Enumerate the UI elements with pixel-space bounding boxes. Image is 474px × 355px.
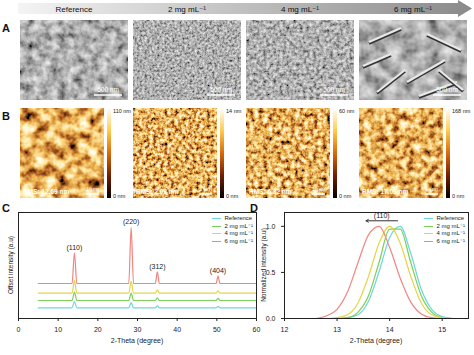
svg-text:(110): (110) xyxy=(374,212,390,220)
html-text:2 mg mL⁻¹: 2 mg mL⁻¹ xyxy=(436,222,465,229)
svg-text:6 mg mL⁻¹: 6 mg mL⁻¹ xyxy=(394,5,432,14)
svg-text:1.0: 1.0 xyxy=(266,223,276,230)
svg-text:50: 50 xyxy=(213,326,221,333)
svg-text:RMS: 12.69 nm: RMS: 12.69 nm xyxy=(23,188,69,195)
html-text:Reference: Reference xyxy=(224,215,253,221)
html-text:2-Theta (degree): 2-Theta (degree) xyxy=(349,337,403,344)
html-text:2 mg mL⁻¹: 2 mg mL⁻¹ xyxy=(224,222,253,229)
svg-text:10: 10 xyxy=(54,326,62,333)
svg-text:1 μm: 1 μm xyxy=(86,186,99,192)
svg-text:RMS: 2.03 nm: RMS: 2.03 nm xyxy=(136,188,179,195)
svg-text:500 nm: 500 nm xyxy=(323,86,345,93)
svg-text:1 μm: 1 μm xyxy=(312,186,325,192)
html-text:4 mg mL⁻¹: 4 mg mL⁻¹ xyxy=(436,230,465,236)
html-text:2-Theta (degree): 2-Theta (degree) xyxy=(110,337,164,344)
svg-text:0.0: 0.0 xyxy=(266,315,276,322)
svg-text:60 nm: 60 nm xyxy=(339,108,355,114)
svg-text:12: 12 xyxy=(281,326,289,333)
svg-text:(404): (404) xyxy=(210,267,226,275)
svg-text:0 nm: 0 nm xyxy=(226,193,239,199)
svg-text:4 mg mL⁻¹: 4 mg mL⁻¹ xyxy=(281,5,319,14)
svg-text:0 nm: 0 nm xyxy=(339,193,352,199)
svg-text:1 μm: 1 μm xyxy=(425,186,438,192)
html-text:D: D xyxy=(250,202,258,214)
svg-text:(312): (312) xyxy=(149,263,165,271)
html-text:Reference: Reference xyxy=(436,215,465,221)
svg-text:0.5: 0.5 xyxy=(266,269,276,276)
svg-text:500 nm: 500 nm xyxy=(436,86,458,93)
html-text:4 mg mL⁻¹: 4 mg mL⁻¹ xyxy=(224,230,253,236)
svg-text:110 nm: 110 nm xyxy=(113,108,131,114)
svg-text:15: 15 xyxy=(438,326,446,333)
svg-text:14: 14 xyxy=(386,326,394,333)
html-text:Offset intensity (a.u): Offset intensity (a.u) xyxy=(6,236,14,294)
svg-text:(220): (220) xyxy=(123,218,139,226)
svg-text:Reference: Reference xyxy=(56,5,93,14)
svg-text:(110): (110) xyxy=(67,244,83,252)
svg-text:1 μm: 1 μm xyxy=(199,186,212,192)
html-text:6 mg mL⁻¹: 6 mg mL⁻¹ xyxy=(436,237,465,244)
svg-text:RMS: 6.32 nm: RMS: 6.32 nm xyxy=(249,188,292,195)
svg-text:20: 20 xyxy=(94,326,102,333)
svg-text:0 nm: 0 nm xyxy=(113,193,126,199)
svg-text:30: 30 xyxy=(134,326,142,333)
svg-text:500 nm: 500 nm xyxy=(97,86,119,93)
svg-text:B: B xyxy=(2,110,10,122)
svg-text:0: 0 xyxy=(17,326,21,333)
svg-text:0 nm: 0 nm xyxy=(452,193,465,199)
svg-text:A: A xyxy=(2,22,10,34)
svg-text:13: 13 xyxy=(333,326,341,333)
svg-text:500 nm: 500 nm xyxy=(210,86,232,93)
svg-text:14 nm: 14 nm xyxy=(226,108,242,114)
html-text:C: C xyxy=(2,202,10,214)
svg-text:60: 60 xyxy=(253,326,261,333)
svg-text:40: 40 xyxy=(173,326,181,333)
svg-text:RMS: 17.09 nm: RMS: 17.09 nm xyxy=(362,188,408,195)
svg-text:168 nm: 168 nm xyxy=(452,108,471,114)
html-text:Normalized intensity (a.u): Normalized intensity (a.u) xyxy=(259,228,267,302)
html-text:6 mg mL⁻¹: 6 mg mL⁻¹ xyxy=(224,237,253,244)
svg-text:2 mg mL⁻¹: 2 mg mL⁻¹ xyxy=(168,5,206,14)
